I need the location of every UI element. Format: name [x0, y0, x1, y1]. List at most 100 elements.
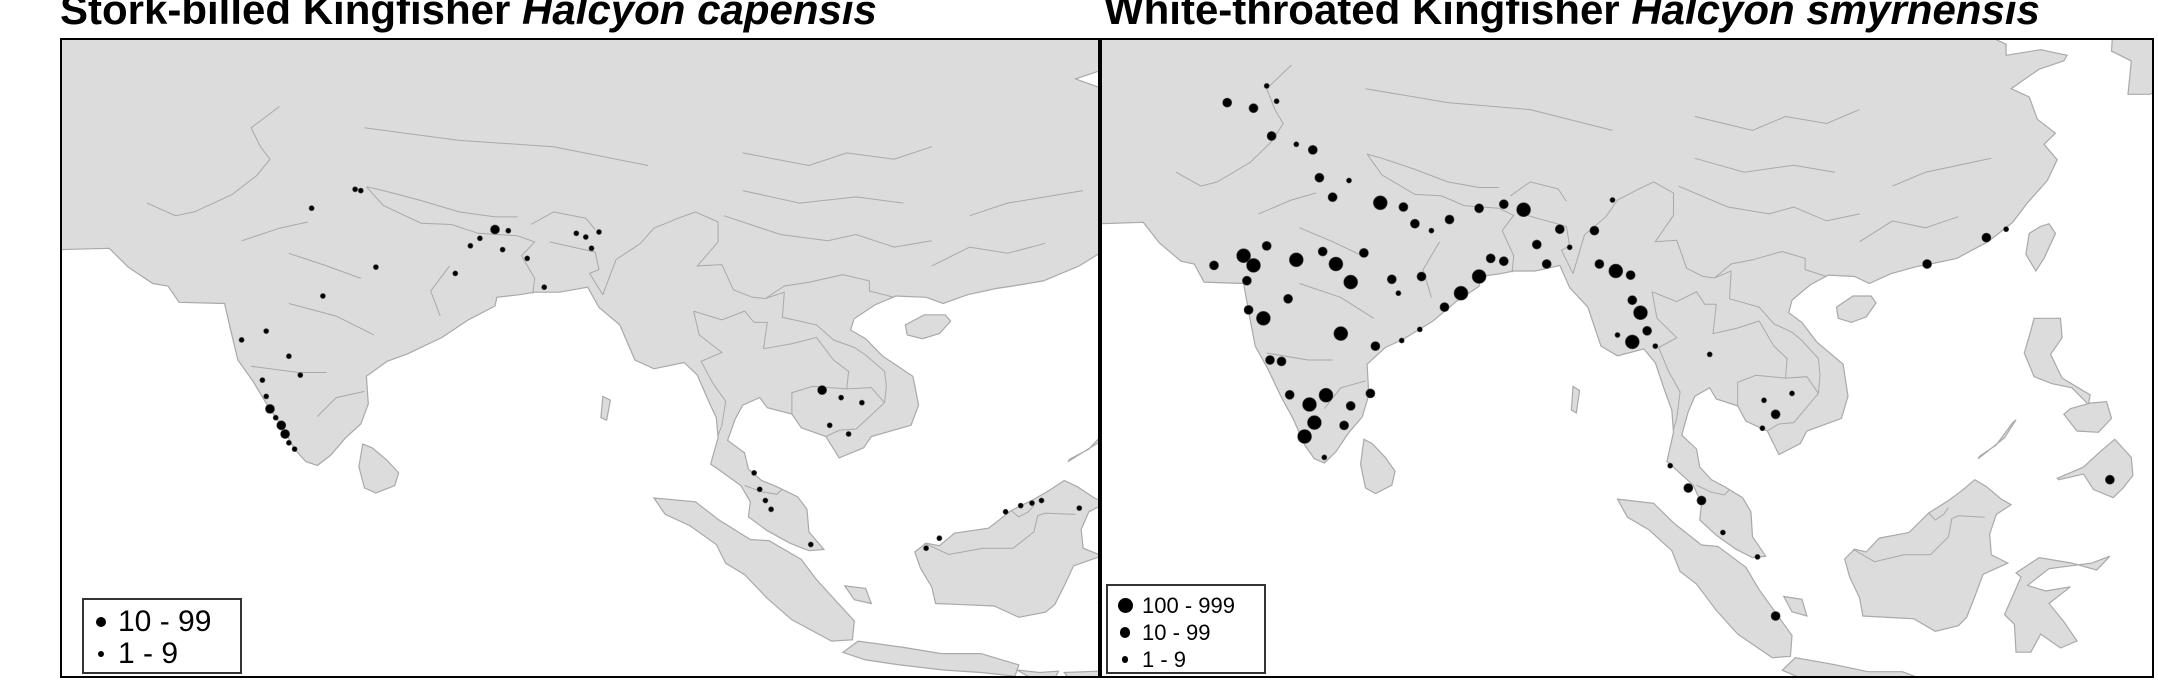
- record-marker-small: [826, 422, 833, 429]
- admin-boundary: [765, 291, 887, 403]
- record-marker-medium: [1922, 259, 1932, 269]
- right-map-canvas: [1102, 40, 2152, 676]
- record-marker-small: [1002, 508, 1009, 515]
- record-marker-medium: [1642, 325, 1652, 336]
- admin-boundary: [1422, 241, 1441, 298]
- landmass-mindoro-palawan: [1067, 438, 1098, 463]
- record-marker-medium: [817, 385, 827, 395]
- record-marker-medium: [1243, 304, 1254, 315]
- record-marker-medium: [1444, 214, 1455, 225]
- admin-boundary: [1572, 181, 1654, 274]
- landmass-sri-lanka: [358, 443, 400, 494]
- record-marker-small: [1321, 454, 1328, 461]
- record-marker-medium: [1222, 97, 1233, 108]
- landmass-asia-mainland: [62, 40, 1098, 552]
- admin-boundary: [723, 215, 932, 248]
- landmass-visayas: [2062, 401, 2113, 433]
- admin-boundary: [1678, 185, 1860, 222]
- legend-item-medium: 10 - 99: [1108, 619, 1211, 646]
- record-marker-small: [319, 293, 326, 299]
- record-marker-small: [845, 431, 852, 437]
- record-marker-small: [297, 372, 304, 378]
- admin-boundary: [1928, 507, 1949, 521]
- record-marker-medium: [1209, 260, 1219, 271]
- admin-boundary: [1714, 270, 1821, 394]
- record-marker-small: [357, 187, 364, 194]
- landmass-bangka: [843, 585, 873, 605]
- landmass-java: [1781, 657, 1916, 676]
- admin-boundary: [530, 211, 596, 230]
- record-marker-small: [1761, 397, 1767, 404]
- admin-boundary: [146, 106, 280, 217]
- admin-boundary: [695, 211, 766, 299]
- stork-billed-kingfisher-map: 10 - 99 1 - 9: [60, 38, 1100, 678]
- record-marker-small: [505, 227, 512, 234]
- record-marker-small: [352, 186, 358, 193]
- record-marker-medium: [1261, 240, 1272, 251]
- left-map-legend: 10 - 99 1 - 9: [82, 598, 242, 674]
- admin-boundary: [316, 390, 365, 417]
- record-marker-small: [1706, 351, 1713, 358]
- legend-symbol-medium: [95, 616, 107, 628]
- admin-boundary: [969, 190, 1084, 217]
- record-marker-small: [285, 353, 292, 360]
- record-marker-small: [1566, 244, 1573, 251]
- record-marker-small: [762, 497, 769, 504]
- record-marker-small: [524, 255, 531, 262]
- record-marker-medium: [1327, 192, 1338, 203]
- legend-label: 1 - 9: [1142, 646, 1187, 672]
- legend-item-medium: 10 - 99: [84, 605, 211, 638]
- record-marker-medium: [1283, 293, 1293, 304]
- record-marker-large: [1318, 387, 1334, 403]
- legend-item-small: 1 - 9: [1108, 646, 1186, 673]
- admin-boundary: [288, 252, 361, 279]
- record-marker-large: [1302, 397, 1317, 412]
- record-marker-large: [1307, 415, 1322, 430]
- legend-label: 100 - 999: [1142, 592, 1235, 618]
- record-marker-medium: [1439, 302, 1450, 312]
- admin-boundary: [1694, 157, 1835, 173]
- left-map-title: Stork-billed Kingfisher Halcyon capensis: [60, 0, 877, 34]
- record-marker-small: [1754, 554, 1761, 560]
- record-marker-small: [541, 284, 548, 291]
- record-marker-medium: [1265, 355, 1275, 365]
- record-marker-medium: [1541, 259, 1552, 269]
- record-marker-small: [308, 205, 315, 212]
- record-marker-small: [238, 336, 245, 343]
- record-marker-medium: [1339, 420, 1349, 431]
- record-marker-large: [1608, 263, 1624, 279]
- record-marker-medium: [1345, 400, 1356, 411]
- record-marker-small: [582, 234, 589, 240]
- record-marker-small: [476, 235, 483, 242]
- record-marker-large: [1343, 274, 1358, 290]
- admin-boundary: [1852, 515, 1985, 563]
- admin-boundary: [1510, 181, 1567, 202]
- admin-boundary: [1714, 250, 1827, 279]
- record-marker-large: [1333, 326, 1349, 341]
- record-marker-medium: [1248, 103, 1259, 114]
- record-marker-medium: [1358, 247, 1369, 258]
- admin-boundary: [1366, 153, 1499, 188]
- landmass-sumatra: [1616, 498, 1793, 659]
- record-marker-small: [1273, 98, 1280, 105]
- record-marker-small: [588, 245, 595, 252]
- admin-boundary: [1696, 484, 1730, 496]
- legend-label: 10 - 99: [1142, 619, 1211, 645]
- record-marker-small: [936, 535, 943, 542]
- record-marker-small: [1017, 502, 1024, 509]
- right-common-name: White-throated Kingfisher: [1104, 0, 1620, 33]
- landmass-mindoro-palawan: [1977, 419, 2017, 460]
- admin-boundary: [1651, 291, 1681, 430]
- record-marker-large: [1297, 429, 1312, 444]
- admin-boundary: [1694, 109, 1860, 131]
- record-marker-small: [923, 545, 929, 552]
- record-marker-large: [1471, 269, 1487, 284]
- record-marker-medium: [2105, 474, 2115, 485]
- record-marker-small: [1076, 505, 1083, 511]
- record-marker-small: [1759, 425, 1766, 432]
- admin-boundary: [1299, 283, 1374, 319]
- admin-boundary: [693, 310, 850, 389]
- legend-symbol-small: [1121, 656, 1129, 663]
- record-marker-medium: [1474, 203, 1484, 214]
- record-marker-small: [1428, 227, 1435, 234]
